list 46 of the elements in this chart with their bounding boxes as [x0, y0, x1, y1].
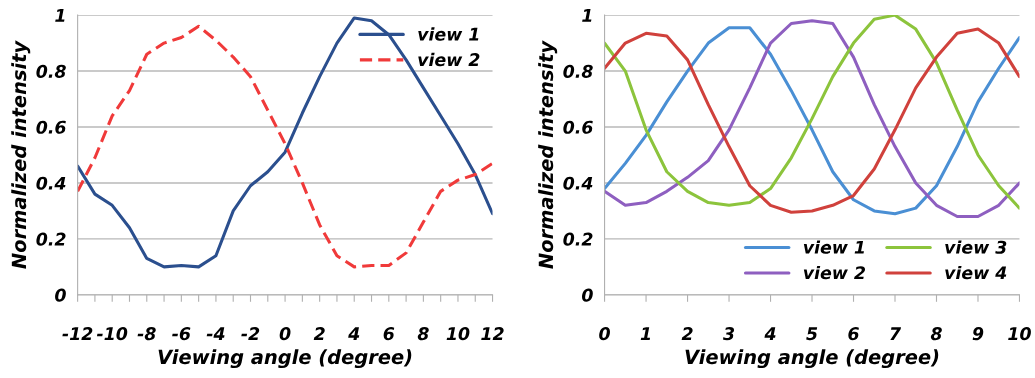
y-tick-label: 0.4: [36, 176, 66, 190]
y-tick-label: 0.6: [563, 120, 593, 134]
y-tick-label: 1: [55, 9, 65, 22]
x-tick-label: 0: [279, 327, 291, 341]
legend-label: view 3: [945, 240, 1007, 254]
x-tick-label: -4: [206, 327, 225, 340]
x-tick-label: -2: [241, 327, 260, 340]
legend-label: view 4: [945, 265, 1007, 280]
x-tick-label: 2: [681, 327, 693, 340]
x-tick-label: 7: [890, 327, 902, 340]
x-tick-label: 6: [383, 327, 395, 341]
y-axis-title: Normalized intensity: [11, 40, 31, 269]
y-tick-label: 0.2: [36, 232, 66, 246]
x-tick-label: -12: [62, 327, 93, 340]
y-tick-label: 1: [582, 9, 592, 22]
x-axis-title: Viewing angle (degree): [158, 349, 412, 369]
legend-label: view 1: [803, 240, 864, 254]
x-tick-label: -10: [96, 327, 128, 341]
legend-label: view 2: [418, 52, 480, 67]
x-tick-label: 8: [417, 327, 429, 341]
x-tick-label: 3: [723, 327, 735, 341]
y-tick-label: 0.6: [36, 120, 66, 134]
y-tick-label: 0.8: [36, 64, 66, 78]
y-tick-label: 0.8: [563, 64, 593, 78]
x-tick-label: 8: [930, 327, 942, 341]
x-tick-label: -6: [172, 327, 191, 341]
legend-label: view 1: [418, 27, 479, 41]
x-tick-label: 2: [313, 327, 325, 340]
y-tick-label: 0: [55, 288, 66, 302]
x-tick-label: 4: [764, 327, 776, 340]
x-tick-label: 1: [640, 327, 651, 340]
y-tick-label: 0.2: [563, 232, 593, 246]
x-tick-label: 12: [481, 327, 504, 340]
x-tick-label: 10: [446, 327, 470, 341]
x-tick-label: 9: [972, 327, 984, 341]
y-tick-label: 0: [582, 288, 593, 302]
y-axis-title: Normalized intensity: [538, 40, 558, 269]
x-tick-label: 0: [599, 327, 610, 341]
x-tick-label: 10: [1008, 327, 1031, 341]
x-axis-title: Viewing angle (degree): [685, 349, 939, 369]
y-tick-label: 0.4: [563, 176, 593, 190]
x-tick-label: -8: [137, 327, 156, 341]
x-tick-label: 4: [348, 327, 360, 340]
x-tick-label: 6: [848, 327, 859, 341]
legend-label: view 2: [803, 265, 866, 280]
x-tick-label: 5: [806, 327, 818, 341]
